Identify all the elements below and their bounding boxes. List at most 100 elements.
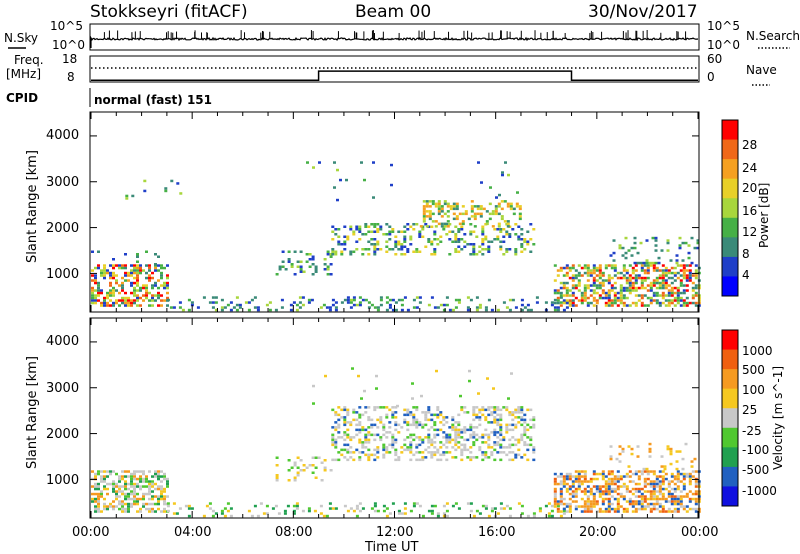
velocity-cell bbox=[91, 485, 94, 488]
velocity-cell bbox=[445, 441, 449, 444]
colorbar-swatch bbox=[722, 139, 738, 160]
velocity-cell bbox=[370, 418, 374, 422]
velocity-cell bbox=[334, 413, 338, 417]
velocity-cell bbox=[385, 514, 389, 518]
velocity-cell bbox=[520, 433, 524, 437]
noise-right-tick-bottom: 10^0 bbox=[707, 38, 740, 52]
power-cell bbox=[385, 223, 389, 226]
velocity-cell bbox=[487, 421, 491, 424]
power-cell bbox=[655, 286, 659, 290]
power-cell bbox=[112, 274, 115, 277]
power-cell bbox=[319, 306, 323, 309]
velocity-cell bbox=[490, 411, 494, 414]
velocity-cell bbox=[484, 507, 488, 510]
velocity-cell bbox=[690, 465, 694, 468]
power-cell bbox=[355, 225, 359, 228]
velocity-cell bbox=[454, 502, 458, 505]
power-cell bbox=[676, 299, 680, 302]
power-cell bbox=[472, 253, 476, 256]
velocity-cell bbox=[619, 477, 623, 481]
power-cell bbox=[664, 299, 668, 302]
power-cell bbox=[580, 294, 584, 297]
power-cell bbox=[358, 225, 362, 228]
power-cell bbox=[529, 223, 533, 226]
power-cell bbox=[691, 274, 695, 277]
velocity-cell bbox=[565, 472, 569, 476]
velocity-cell bbox=[643, 470, 647, 473]
velocity-cell bbox=[358, 458, 362, 462]
velocity-cell bbox=[475, 433, 479, 437]
velocity-cell bbox=[496, 406, 500, 409]
power-cell bbox=[448, 253, 452, 256]
power-cell bbox=[130, 284, 133, 287]
velocity-cell bbox=[157, 500, 160, 503]
power-cell bbox=[124, 279, 127, 282]
power-cell bbox=[412, 228, 416, 231]
velocity-cell bbox=[367, 441, 371, 444]
power-cell bbox=[142, 286, 145, 290]
velocity-cell bbox=[388, 431, 392, 434]
power-cell bbox=[491, 210, 495, 213]
velocity-cell bbox=[346, 408, 350, 412]
power-cell bbox=[577, 264, 581, 267]
power-cell bbox=[592, 269, 596, 272]
velocity-cell bbox=[115, 495, 118, 498]
power-cell bbox=[308, 253, 312, 256]
power-cell bbox=[455, 205, 459, 208]
power-cell bbox=[136, 279, 139, 282]
power-cell bbox=[457, 238, 461, 241]
velocity-cell bbox=[373, 448, 377, 452]
velocity-cell bbox=[685, 505, 689, 508]
velocity-cell bbox=[388, 421, 392, 424]
power-cell bbox=[631, 266, 635, 270]
velocity-cell bbox=[439, 441, 443, 444]
velocity-cell bbox=[508, 514, 512, 518]
velocity-cell bbox=[163, 500, 166, 503]
power-cell bbox=[157, 286, 160, 290]
velocity-cell bbox=[323, 459, 327, 462]
power-cell bbox=[628, 291, 632, 295]
power-cell bbox=[658, 294, 662, 297]
power-cell bbox=[636, 251, 640, 255]
velocity-cell bbox=[477, 392, 480, 395]
velocity-cell bbox=[226, 509, 230, 513]
velocity-cell bbox=[637, 500, 641, 503]
power-cell bbox=[661, 286, 665, 290]
velocity-cell bbox=[427, 428, 431, 432]
velocity-cell bbox=[478, 448, 482, 452]
velocity-cell bbox=[568, 505, 572, 508]
velocity-cell bbox=[433, 428, 437, 432]
velocity-cell bbox=[604, 492, 608, 496]
power-cell bbox=[437, 207, 441, 211]
velocity-cell bbox=[481, 441, 485, 444]
velocity-cell bbox=[292, 512, 296, 515]
power-cell bbox=[646, 284, 650, 287]
power-cell bbox=[373, 248, 377, 251]
power-cell bbox=[100, 304, 103, 307]
power-cell bbox=[336, 168, 339, 172]
velocity-cell bbox=[343, 443, 347, 447]
velocity-cell bbox=[670, 500, 674, 503]
velocity-cell bbox=[442, 416, 446, 419]
power-cell bbox=[314, 268, 318, 271]
velocity-cell bbox=[355, 514, 359, 518]
power-cell bbox=[493, 228, 497, 231]
power-cell bbox=[676, 264, 680, 267]
velocity-cell bbox=[466, 456, 470, 459]
power-cell bbox=[673, 274, 677, 277]
power-cell bbox=[157, 291, 160, 295]
velocity-cell bbox=[562, 507, 566, 511]
power-cell bbox=[131, 194, 135, 198]
power-cell bbox=[654, 239, 658, 242]
velocity-cell bbox=[451, 423, 455, 427]
power-cell bbox=[634, 269, 638, 272]
velocity-cell bbox=[352, 458, 356, 462]
power-cell bbox=[457, 250, 461, 253]
power-cell bbox=[607, 279, 611, 282]
power-cell bbox=[127, 304, 130, 307]
velocity-cell bbox=[655, 502, 659, 506]
colorbar-swatch bbox=[722, 330, 738, 351]
velocity-cell bbox=[100, 495, 103, 498]
velocity-cell bbox=[658, 480, 662, 483]
power-cell bbox=[476, 207, 480, 211]
